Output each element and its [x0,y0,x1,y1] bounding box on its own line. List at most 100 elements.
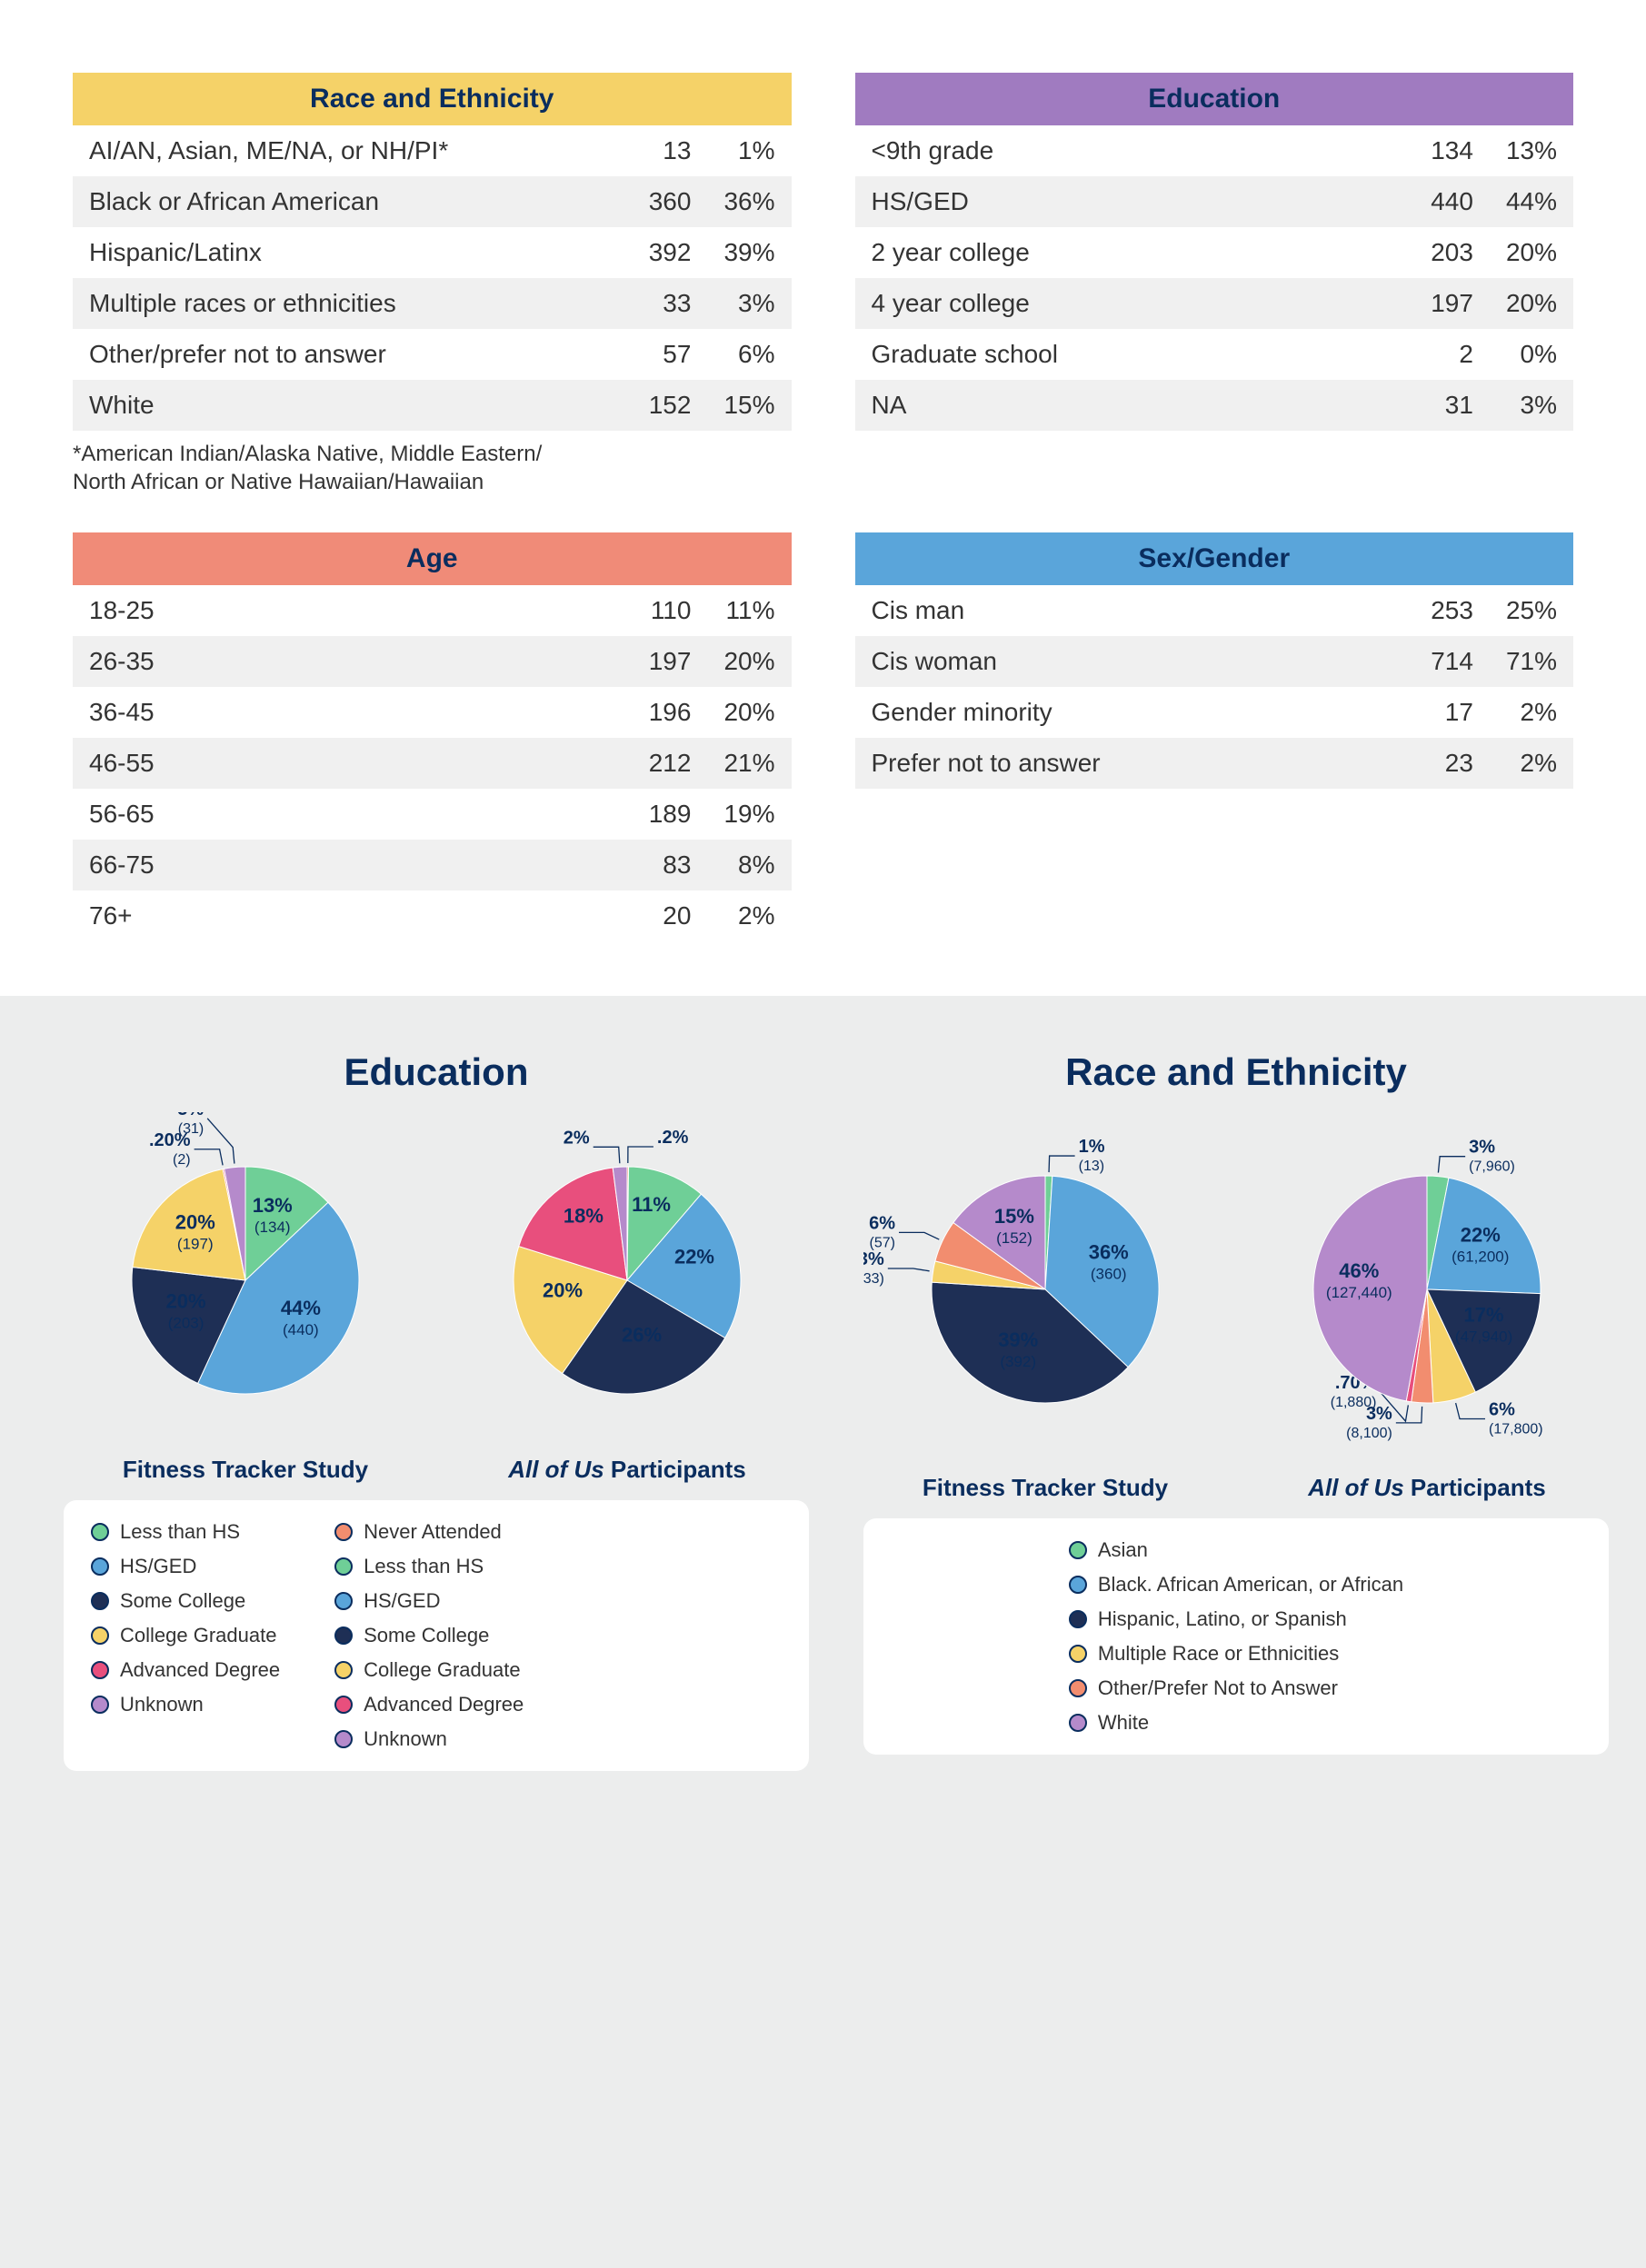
legend-label: College Graduate [364,1658,520,1682]
legend-swatch [334,1661,353,1679]
cell-label: AI/AN, Asian, ME/NA, or NH/PI* [73,125,607,176]
pie-subtitle: All of Us Participants [508,1456,746,1484]
legend-label: Some College [364,1624,489,1647]
pie-label: (31) [178,1121,204,1137]
table-row: 26-3519720% [73,636,792,687]
pie-label: 13% [253,1195,293,1218]
table-race: Race and Ethnicity AI/AN, Asian, ME/NA, … [73,73,792,431]
pie-label: 6% [1489,1400,1515,1420]
pie-label: 20% [543,1279,583,1302]
cell-label: 4 year college [855,278,1390,329]
cell-count: 253 [1390,585,1490,636]
pie-label: 17% [1464,1304,1504,1327]
pie-label: 26% [622,1324,662,1347]
table-block-age: Age 18-2511011%26-3519720%36-4519620%46-… [73,532,792,941]
table-row: AI/AN, Asian, ME/NA, or NH/PI*131% [73,125,792,176]
legend-swatch [91,1661,109,1679]
cell-count: 57 [607,329,707,380]
legend-col: Never AttendedLess than HSHS/GEDSome Col… [334,1520,524,1751]
legend-swatch [334,1626,353,1645]
cell-percent: 20% [707,636,791,687]
table-header: Education [855,73,1574,125]
legend-label: Advanced Degree [120,1658,280,1682]
chart-title: Race and Ethnicity [863,1050,1609,1094]
table-header: Age [73,532,792,585]
table-header: Sex/Gender [855,532,1574,585]
cell-percent: 13% [1490,125,1573,176]
pie-label: 22% [674,1246,714,1268]
pie-label: (8,100) [1346,1426,1392,1441]
legend-label: Advanced Degree [364,1693,524,1716]
cell-percent: 39% [707,227,791,278]
legend-box: AsianBlack. African American, or African… [863,1518,1609,1755]
pie-label: (1,880) [1331,1395,1377,1410]
legend-label: HS/GED [120,1555,196,1578]
cell-count: 392 [607,227,707,278]
legend-label: Less than HS [364,1555,484,1578]
cell-label: 66-75 [73,840,607,890]
table-row: Black or African American36036% [73,176,792,227]
chart-block-education: Education 13%(134)44%(440)20%(203)20%(19… [64,1050,809,1771]
legend-label: Some College [120,1589,245,1613]
legend-col: Less than HSHS/GEDSome CollegeCollege Gr… [91,1520,280,1751]
cell-label: Black or African American [73,176,607,227]
legend-col: AsianBlack. African American, or African… [1069,1538,1403,1735]
legend-swatch [91,1557,109,1576]
cell-percent: 25% [1490,585,1573,636]
pie-label: (33) [863,1271,884,1287]
legend-swatch [91,1626,109,1645]
legend-item: College Graduate [91,1624,280,1647]
cell-count: 13 [607,125,707,176]
cell-count: 196 [607,687,707,738]
cell-label: 36-45 [73,687,607,738]
legend-item: HS/GED [91,1555,280,1578]
cell-count: 23 [1390,738,1490,789]
cell-label: <9th grade [855,125,1390,176]
page: Race and Ethnicity AI/AN, Asian, ME/NA, … [0,0,1646,1844]
table-row: Graduate school20% [855,329,1574,380]
table-row: Hispanic/Latinx39239% [73,227,792,278]
table-block-sex: Sex/Gender Cis man25325%Cis woman71471%G… [855,532,1574,941]
footnote-race: *American Indian/Alaska Native, Middle E… [73,440,792,496]
pie-label: 39% [998,1328,1038,1351]
table-row: 66-75838% [73,840,792,890]
pie-chart: .2%11%22%26%20%18%2% [445,1112,809,1439]
cell-percent: 20% [707,687,791,738]
cell-percent: 3% [707,278,791,329]
legend-label: Other/Prefer Not to Answer [1098,1676,1338,1700]
table-age: Age 18-2511011%26-3519720%36-4519620%46-… [73,532,792,941]
cell-count: 440 [1390,176,1490,227]
legend-label: Never Attended [364,1520,502,1544]
pie-label: .2% [657,1128,689,1148]
cell-count: 31 [1390,380,1490,431]
cell-label: 56-65 [73,789,607,840]
cell-percent: 44% [1490,176,1573,227]
pie-label: (17,800) [1489,1422,1543,1437]
pie-label: 18% [564,1205,604,1228]
cell-percent: 36% [707,176,791,227]
pie-label: 44% [281,1297,321,1319]
cell-count: 152 [607,380,707,431]
legend-swatch [1069,1610,1087,1628]
table-block-education: Education <9th grade13413%HS/GED44044%2 … [855,73,1574,496]
cell-label: Other/prefer not to answer [73,329,607,380]
cell-label: Gender minority [855,687,1390,738]
table-row: Cis woman71471% [855,636,1574,687]
pie-label: 3% [177,1112,204,1119]
legend-label: Asian [1098,1538,1148,1562]
cell-count: 714 [1390,636,1490,687]
pie-subtitle: Fitness Tracker Study [123,1456,368,1484]
pie-label: (440) [283,1321,319,1338]
pie-label: (360) [1091,1266,1127,1283]
cell-percent: 1% [707,125,791,176]
pie-label: (197) [177,1236,214,1253]
legend-swatch [334,1592,353,1610]
legend-item: White [1069,1711,1403,1735]
cell-label: HS/GED [855,176,1390,227]
legend-item: Some College [91,1589,280,1613]
legend-item: Unknown [334,1727,524,1751]
legend-swatch [334,1730,353,1748]
chart-block-race: Race and Ethnicity 1%(13)36%(360)39%(392… [863,1050,1609,1771]
legend-item: Some College [334,1624,524,1647]
table-row: White15215% [73,380,792,431]
